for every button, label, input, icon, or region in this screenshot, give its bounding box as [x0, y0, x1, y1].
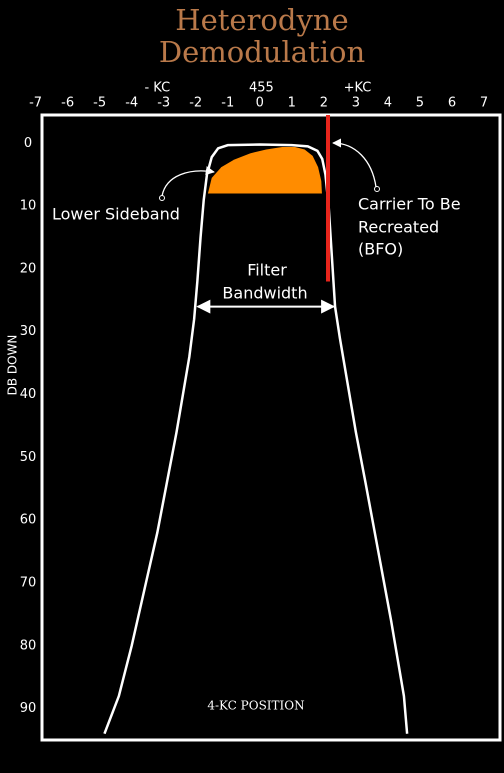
- x-tick-label: -1: [221, 96, 234, 111]
- x-tick-label: 1: [288, 96, 296, 111]
- x-tick-label: -6: [61, 96, 74, 111]
- x-tick-label: -3: [157, 96, 170, 111]
- plot-frame: [40, 113, 502, 742]
- x-tick-label: 0: [256, 96, 264, 111]
- x-tick-label: -7: [29, 96, 42, 111]
- annotation: (BFO): [358, 240, 403, 259]
- y-tick-label: 70: [20, 575, 37, 590]
- x-tick-label: -5: [93, 96, 106, 111]
- y-tick-label: 10: [20, 199, 37, 214]
- sideband-area: [207, 147, 322, 194]
- x-tick-label: 6: [448, 96, 456, 111]
- y-axis-label: DB DOWN: [6, 335, 20, 396]
- x-tick-label: 5: [416, 96, 424, 111]
- pointer-dot: [159, 195, 165, 201]
- x-tick-label: -4: [125, 96, 138, 111]
- annotation: Lower Sideband: [52, 205, 180, 224]
- y-tick-label: 20: [20, 261, 37, 276]
- annotation: 4-KC POSITION: [207, 699, 304, 713]
- annotation: Carrier To Be: [358, 195, 461, 214]
- axis-annotation: +KC: [344, 81, 372, 96]
- y-tick-label: 0: [24, 136, 32, 151]
- annotation: Filter: [247, 261, 287, 280]
- chart-title: Heterodyne Demodulation: [158, 3, 366, 69]
- filter-curve: [103, 143, 409, 735]
- pointer-dot: [374, 186, 380, 192]
- annotation: Bandwidth: [222, 284, 307, 303]
- x-tick-label: 2: [320, 96, 328, 111]
- y-tick-label: 80: [20, 638, 37, 653]
- pointer: [332, 138, 377, 188]
- x-tick-label: -2: [189, 96, 202, 111]
- annotation: Recreated: [358, 218, 439, 237]
- y-tick-label: 90: [20, 701, 37, 716]
- x-tick-label: 7: [480, 96, 488, 111]
- x-tick-label: 3: [352, 96, 360, 111]
- y-tick-label: 40: [20, 387, 37, 402]
- y-tick-label: 30: [20, 324, 37, 339]
- x-tick-label: 4: [384, 96, 392, 111]
- axis-annotation: - KC: [144, 81, 170, 96]
- axis-annotation: 455: [249, 81, 274, 96]
- y-tick-label: 50: [20, 450, 37, 465]
- y-tick-label: 60: [20, 513, 37, 528]
